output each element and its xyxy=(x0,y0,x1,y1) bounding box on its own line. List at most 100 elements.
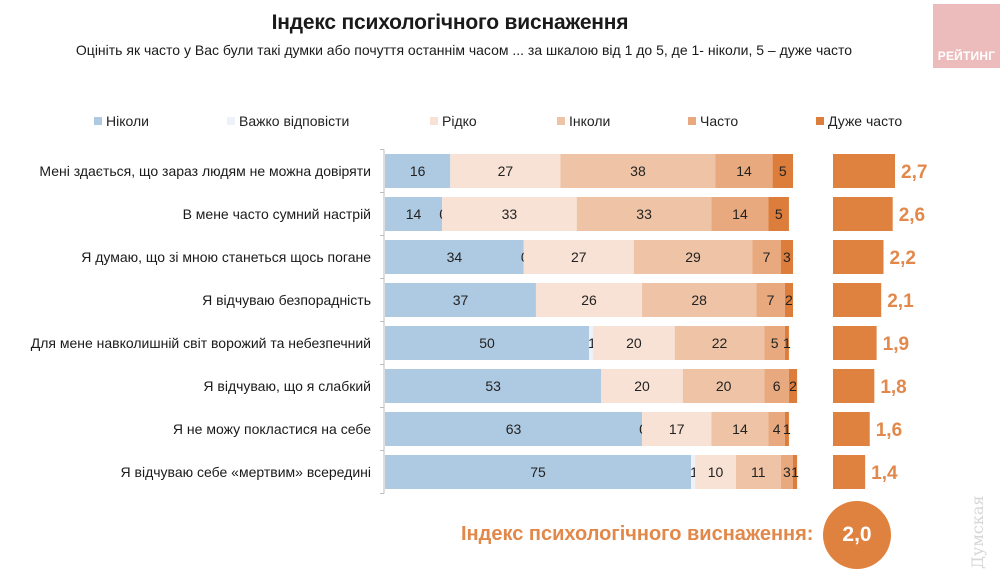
data-label: 27 xyxy=(571,249,587,265)
bar-segment-never xyxy=(385,283,536,317)
data-label: 11 xyxy=(751,464,766,480)
index-value-label: 1,8 xyxy=(880,377,906,398)
data-label: 14 xyxy=(732,421,748,437)
index-bar xyxy=(833,455,866,489)
legend-swatch xyxy=(227,117,235,125)
data-label: 6 xyxy=(773,378,781,394)
bar-segment-rarely xyxy=(442,197,577,231)
stacked-bar-chart: Мені здається, що зараз людям не можна д… xyxy=(31,149,927,494)
data-label: 34 xyxy=(447,249,463,265)
data-label: 1 xyxy=(783,421,791,437)
bar-segment-very-often xyxy=(772,154,793,188)
bar-segment-very-often xyxy=(793,455,798,489)
bar-segment-never xyxy=(385,197,443,231)
data-label: 14 xyxy=(736,163,752,179)
category-label: Я відчуваю себе «мертвим» всередині xyxy=(121,464,371,480)
legend-label: Рідко xyxy=(442,113,477,129)
legend-item-hard-to-say: Важко відповісти xyxy=(227,113,349,129)
bar-segment-very-often xyxy=(784,326,789,360)
legend-label: Інколи xyxy=(569,113,611,129)
legend-item-sometimes: Інколи xyxy=(557,113,610,129)
legend-swatch xyxy=(430,117,438,125)
chart-title: Індекс психологічного виснаження xyxy=(271,11,629,34)
index-value-label: 1,6 xyxy=(876,420,902,441)
bar-segment-very-often xyxy=(780,240,793,274)
bar-segment-often xyxy=(768,412,785,446)
bar-segment-often xyxy=(711,197,769,231)
bar-segment-hard-to-say xyxy=(691,455,696,489)
data-label: 75 xyxy=(530,464,546,480)
bar-segment-rarely xyxy=(450,154,561,188)
data-label: 10 xyxy=(708,464,724,480)
category-label: Для мене навколишній світ ворожий та неб… xyxy=(31,335,371,351)
watermark: Думская xyxy=(968,495,987,569)
bar-segment-often xyxy=(756,283,785,317)
data-label: 53 xyxy=(485,378,501,394)
legend-item-very-often: Дуже часто xyxy=(816,113,902,129)
bar-segment-sometimes xyxy=(560,154,716,188)
data-label: 37 xyxy=(453,292,469,308)
data-label: 5 xyxy=(771,335,779,351)
bar-segment-rarely xyxy=(695,455,736,489)
legend-swatch xyxy=(816,117,824,125)
data-label: 63 xyxy=(506,421,522,437)
category-label: Я не можу покластися на себе xyxy=(173,421,371,437)
index-value-label: 2,2 xyxy=(890,248,916,269)
index-value-label: 1,4 xyxy=(871,463,898,484)
index-value-label: 2,7 xyxy=(901,162,927,183)
bar-segment-sometimes xyxy=(642,283,757,317)
bar-segment-sometimes xyxy=(576,197,712,231)
bar-segment-often xyxy=(764,326,785,360)
data-label: 5 xyxy=(779,163,787,179)
bar-segment-sometimes xyxy=(674,326,765,360)
index-bar xyxy=(833,412,870,446)
data-label: 3 xyxy=(783,249,791,265)
bar-segment-often xyxy=(752,240,781,274)
data-label: 1 xyxy=(791,464,799,480)
data-label: 29 xyxy=(685,249,701,265)
data-label: 2 xyxy=(785,292,793,308)
data-label: 17 xyxy=(669,421,685,437)
index-value-label: 2,6 xyxy=(899,205,925,226)
bar-segment-rarely xyxy=(593,326,675,360)
bar-segment-never xyxy=(385,412,643,446)
index-bar xyxy=(833,154,895,188)
index-value-label: 2,1 xyxy=(887,291,914,312)
data-label: 16 xyxy=(410,163,426,179)
bar-segment-hard-to-say xyxy=(589,326,594,360)
data-label: 5 xyxy=(775,206,783,222)
category-label: Я відчуваю, що я слабкий xyxy=(203,378,371,394)
index-bar xyxy=(833,283,882,317)
data-label: 28 xyxy=(691,292,707,308)
bar-segment-often xyxy=(764,369,789,403)
bar-segment-rarely xyxy=(642,412,712,446)
legend-swatch xyxy=(94,117,102,125)
data-label: 38 xyxy=(630,163,646,179)
chart-subtitle: Оцініть як часто у Вас були такі думки а… xyxy=(75,42,853,58)
bar-segment-very-often xyxy=(784,283,793,317)
bar-segment-never xyxy=(385,240,524,274)
category-label: Я відчуваю безпорадність xyxy=(202,292,371,308)
legend-item-rarely: Рідко xyxy=(430,113,477,129)
category-label: Мені здається, що зараз людям не можна д… xyxy=(39,163,371,179)
legend-item-never: Ніколи xyxy=(94,113,149,129)
data-label: 7 xyxy=(763,249,771,265)
index-bar xyxy=(833,369,875,403)
data-label: 1 xyxy=(690,464,698,480)
data-label: 1 xyxy=(783,335,791,351)
data-label: 27 xyxy=(498,163,514,179)
data-label: 3 xyxy=(783,464,791,480)
legend-item-often: Часто xyxy=(688,113,738,129)
bar-segment-sometimes xyxy=(682,369,765,403)
index-bar xyxy=(833,326,877,360)
data-label: 1 xyxy=(588,335,596,351)
bar-segment-never xyxy=(385,154,451,188)
data-label: 2 xyxy=(789,378,797,394)
data-label: 26 xyxy=(581,292,597,308)
summary-index-value: 2,0 xyxy=(823,501,891,569)
bar-segment-sometimes xyxy=(711,412,769,446)
bar-segment-very-often xyxy=(788,369,798,403)
bar-segment-sometimes xyxy=(735,455,781,489)
rating-logo: РЕЙТИНГ xyxy=(933,4,1000,68)
bar-segment-never xyxy=(385,455,691,489)
